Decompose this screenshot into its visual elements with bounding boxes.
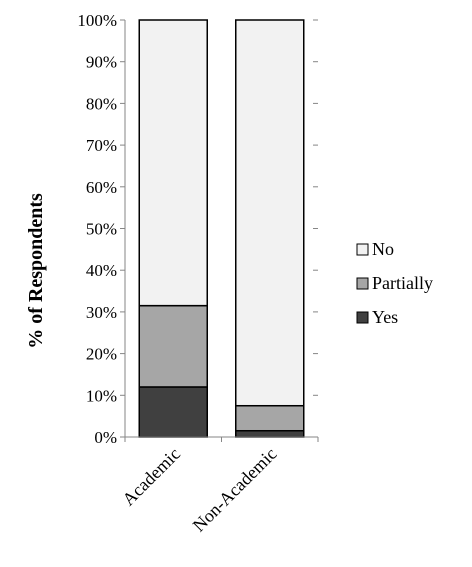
bars bbox=[138, 19, 305, 438]
x-tick-label: Academic bbox=[118, 444, 184, 510]
legend-swatch-yes bbox=[356, 311, 369, 324]
y-tick-label: 90% bbox=[86, 53, 117, 72]
bar-segment-no bbox=[138, 19, 208, 307]
bar-segment-yes bbox=[235, 429, 305, 438]
legend: No Partially Yes bbox=[356, 239, 433, 327]
y-tick-label: 60% bbox=[86, 178, 117, 197]
y-tick-label: 50% bbox=[86, 220, 117, 239]
bar-segment-yes bbox=[138, 386, 208, 438]
legend-label-yes: Yes bbox=[372, 307, 398, 327]
y-tick-label: 20% bbox=[86, 345, 117, 364]
bar-segment-partially bbox=[235, 404, 305, 432]
y-axis-label: % of Respondents bbox=[25, 193, 47, 349]
legend-swatch-no bbox=[356, 243, 369, 256]
y-tick-label: 30% bbox=[86, 303, 117, 322]
y-tick-label: 10% bbox=[86, 386, 117, 405]
y-tick-label: 70% bbox=[86, 136, 117, 155]
y-tick-label: 80% bbox=[86, 94, 117, 113]
x-axis: Academic Non-Academic bbox=[118, 436, 319, 536]
legend-swatch-partially bbox=[356, 277, 369, 290]
y-tick-label: 100% bbox=[77, 11, 117, 30]
y-tick-label: 0% bbox=[94, 428, 117, 447]
legend-label-partially: Partially bbox=[372, 273, 433, 293]
bar-segment-partially bbox=[138, 304, 208, 388]
bar-segment-no bbox=[235, 19, 305, 407]
y-axis: 0% 10% 20% 30% 40% 50% 60% 70% 80% 90% 100% bbox=[77, 11, 318, 447]
y-tick-label: 40% bbox=[86, 261, 117, 280]
legend-label-no: No bbox=[372, 239, 394, 259]
x-tick-label: Non-Academic bbox=[189, 444, 281, 536]
